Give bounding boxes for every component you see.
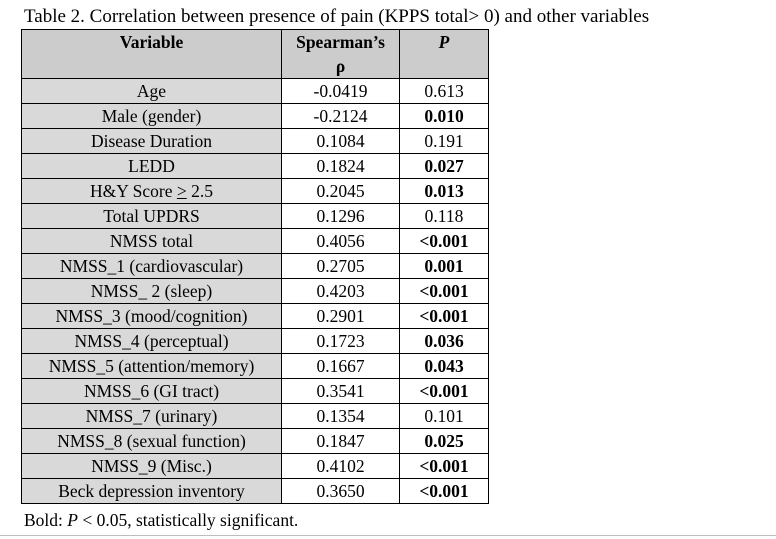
footnote-text: < 0.05, statistically significant. xyxy=(77,510,299,530)
cell-p-value: 0.191 xyxy=(399,128,489,154)
table-row: H&Y Score > 2.5 0.2045 0.013 xyxy=(21,178,489,204)
cell-spearman-rho: 0.1723 xyxy=(281,328,400,354)
table-row: Age -0.0419 0.613 xyxy=(21,78,489,104)
cell-variable: LEDD xyxy=(21,153,282,179)
table-body: Age -0.0419 0.613 Male (gender) -0.2124 0.010… xyxy=(21,78,489,504)
header-spearman-label: Spearman’s xyxy=(296,32,385,52)
table-row: Male (gender) -0.2124 0.010 xyxy=(21,103,489,129)
cell-p-value: 0.613 xyxy=(399,78,489,104)
cell-p-value: 0.013 xyxy=(399,178,489,204)
cell-variable: Beck depression inventory xyxy=(21,478,282,504)
table-row: LEDD 0.1824 0.027 xyxy=(21,153,489,179)
cell-p-value: 0.001 xyxy=(399,253,489,279)
footnote: Bold: P < 0.05, statistically significan… xyxy=(24,509,298,531)
cell-spearman-rho: 0.4102 xyxy=(281,453,400,479)
cell-variable: NMSS_5 (attention/memory) xyxy=(21,353,282,379)
cell-spearman-rho: 0.3541 xyxy=(281,378,400,404)
cell-p-value: <0.001 xyxy=(399,228,489,254)
cell-p-value: 0.010 xyxy=(399,103,489,129)
cell-p-value: 0.118 xyxy=(399,203,489,229)
cell-spearman-rho: -0.0419 xyxy=(281,78,400,104)
cell-spearman-rho: 0.2901 xyxy=(281,303,400,329)
footnote-p-symbol: P xyxy=(67,510,78,530)
cell-variable: NMSS_6 (GI tract) xyxy=(21,378,282,404)
table-row: NMSS_7 (urinary) 0.1354 0.101 xyxy=(21,403,489,429)
cell-variable: NMSS_7 (urinary) xyxy=(21,403,282,429)
cell-spearman-rho: 0.1824 xyxy=(281,153,400,179)
cell-p-value: 0.025 xyxy=(399,428,489,454)
table-row: NMSS_5 (attention/memory) 0.1667 0.043 xyxy=(21,353,489,379)
cell-variable: Total UPDRS xyxy=(21,203,282,229)
cell-spearman-rho: 0.4203 xyxy=(281,278,400,304)
cell-variable: Male (gender) xyxy=(21,103,282,129)
cell-p-value: <0.001 xyxy=(399,378,489,404)
cell-spearman-rho: 0.1296 xyxy=(281,203,400,229)
table-caption: Table 2. Correlation between presence of… xyxy=(24,6,650,27)
cell-p-value: 0.027 xyxy=(399,153,489,179)
cell-p-value: <0.001 xyxy=(399,478,489,504)
cell-variable: NMSS_9 (Misc.) xyxy=(21,453,282,479)
cell-variable: Disease Duration xyxy=(21,128,282,154)
table-row: NMSS_6 (GI tract) 0.3541 <0.001 xyxy=(21,378,489,404)
table-row: NMSS_1 (cardiovascular) 0.2705 0.001 xyxy=(21,253,489,279)
cell-variable: NMSS_1 (cardiovascular) xyxy=(21,253,282,279)
header-p-value: P xyxy=(399,29,489,79)
table-row: NMSS_4 (perceptual) 0.1723 0.036 xyxy=(21,328,489,354)
cell-spearman-rho: 0.2045 xyxy=(281,178,400,204)
cell-p-value: 0.036 xyxy=(399,328,489,354)
table-header-row: Variable Spearman’s ρ P xyxy=(21,29,489,79)
table-row: NMSS_3 (mood/cognition) 0.2901 <0.001 xyxy=(21,303,489,329)
table-row: NMSS_8 (sexual function) 0.1847 0.025 xyxy=(21,428,489,454)
correlation-table: Variable Spearman’s ρ P Age -0.0419 0.613 M… xyxy=(21,29,489,504)
cell-variable: H&Y Score > 2.5 xyxy=(21,178,282,204)
table-row: NMSS_ 2 (sleep) 0.4203 <0.001 xyxy=(21,278,489,304)
cell-spearman-rho: 0.1667 xyxy=(281,353,400,379)
cell-variable: NMSS_ 2 (sleep) xyxy=(21,278,282,304)
table-row: Disease Duration 0.1084 0.191 xyxy=(21,128,489,154)
cell-p-value: <0.001 xyxy=(399,278,489,304)
cell-p-value: 0.101 xyxy=(399,403,489,429)
cell-variable: NMSS_3 (mood/cognition) xyxy=(21,303,282,329)
cell-variable: NMSS_8 (sexual function) xyxy=(21,428,282,454)
cell-variable: NMSS_4 (perceptual) xyxy=(21,328,282,354)
bottom-divider xyxy=(0,535,776,536)
cell-spearman-rho: 0.1354 xyxy=(281,403,400,429)
cell-variable: NMSS total xyxy=(21,228,282,254)
table-row: Beck depression inventory 0.3650 <0.001 xyxy=(21,478,489,504)
cell-spearman-rho: 0.4056 xyxy=(281,228,400,254)
cell-p-value: 0.043 xyxy=(399,353,489,379)
table-row: NMSS_9 (Misc.) 0.4102 <0.001 xyxy=(21,453,489,479)
cell-spearman-rho: 0.1847 xyxy=(281,428,400,454)
cell-spearman-rho: -0.2124 xyxy=(281,103,400,129)
header-spearman-rho: Spearman’s ρ xyxy=(281,29,400,79)
cell-variable: Age xyxy=(21,78,282,104)
footnote-bold-label: Bold: xyxy=(24,510,63,530)
cell-p-value: <0.001 xyxy=(399,453,489,479)
header-rho-symbol: ρ xyxy=(335,56,346,76)
header-variable: Variable xyxy=(21,29,282,79)
cell-p-value: <0.001 xyxy=(399,303,489,329)
cell-spearman-rho: 0.1084 xyxy=(281,128,400,154)
cell-spearman-rho: 0.3650 xyxy=(281,478,400,504)
table-row: NMSS total 0.4056 <0.001 xyxy=(21,228,489,254)
table-row: Total UPDRS 0.1296 0.118 xyxy=(21,203,489,229)
cell-spearman-rho: 0.2705 xyxy=(281,253,400,279)
